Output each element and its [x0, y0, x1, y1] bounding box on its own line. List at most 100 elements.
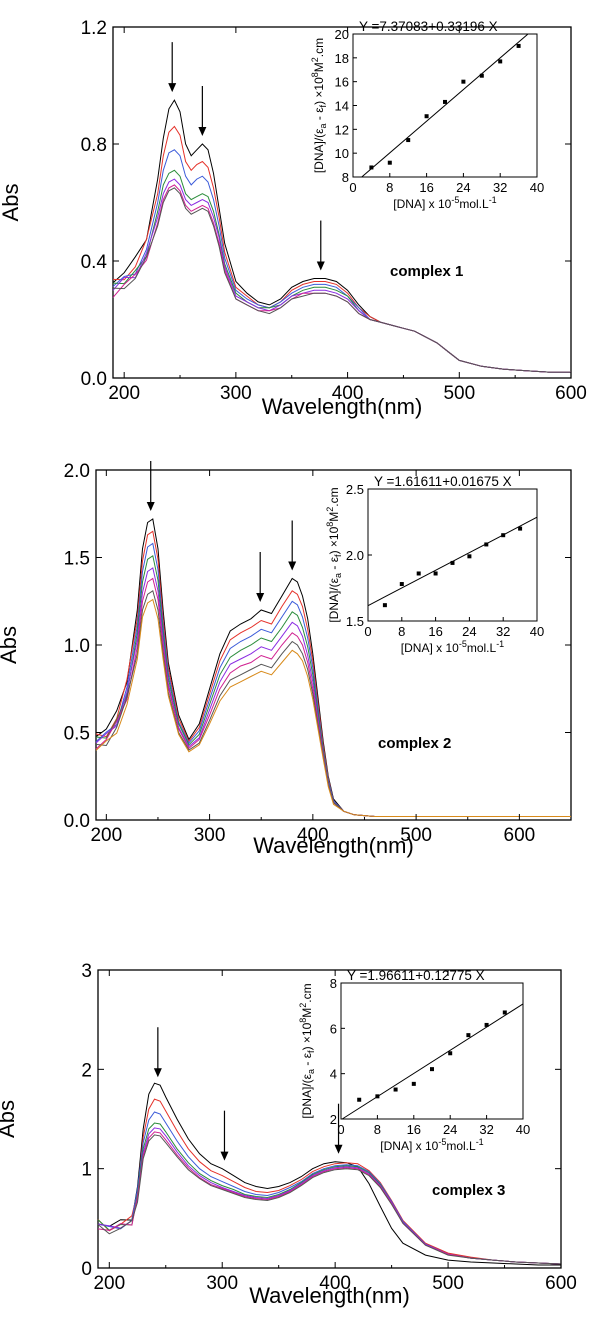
inset-x-tick-label: 8	[398, 624, 405, 639]
series-line-8	[95, 598, 571, 817]
inset-x-title-tail: mol.L	[459, 197, 489, 211]
inset-x-tick-label: 0	[349, 180, 356, 195]
inset-y-axis-title: [DNA]/(εa - εf) ×108M2.cm	[325, 487, 343, 622]
data-point	[461, 79, 466, 84]
inset-x-title-sup2: -1	[476, 1137, 484, 1147]
data-point	[406, 138, 411, 143]
fit-line	[361, 33, 529, 178]
inset-y-title-e: .cm	[327, 487, 341, 506]
data-point	[411, 1081, 416, 1086]
plot-frame	[97, 969, 562, 1269]
x-tick-label: 300	[194, 825, 226, 846]
plot-frame	[112, 26, 572, 379]
inset-y-tick-label: 6	[330, 1021, 337, 1036]
inset-x-tick-label: 32	[479, 1122, 493, 1137]
fit-equation: Y =1.61611+0.01675 X	[374, 474, 512, 489]
inset-x-tick-label: 16	[407, 1122, 421, 1137]
x-tick-label: 600	[555, 383, 587, 404]
inset-x-title-main: [DNA] x 10	[393, 197, 451, 211]
inset-y-title-sub2: f	[333, 554, 343, 557]
data-point	[443, 99, 447, 104]
data-point	[516, 43, 521, 48]
x-tick-label: 500	[443, 383, 475, 404]
arrow-head	[316, 261, 325, 271]
inset-x-axis-title: [DNA] x 10-5mol.L-1	[380, 1137, 483, 1153]
inset-y-title-sup2: 2	[310, 57, 320, 62]
inset-y-tick-label: 10	[335, 146, 349, 161]
inset-y-title-b: - ε	[312, 107, 326, 124]
inset-x-tick-label: 32	[496, 624, 510, 639]
x-axis-title: Wavelength(nm)	[262, 394, 423, 419]
inset-y-tick-label: 8	[330, 976, 337, 991]
series-line-5	[97, 1127, 562, 1265]
x-tick-label: 500	[432, 1273, 464, 1294]
data-point	[382, 603, 387, 608]
inset-y-title-b: - ε	[327, 556, 341, 573]
inset-y-title-c: ) ×10	[312, 77, 326, 105]
fit-equation: Y =7.37083+0.33196 X	[359, 19, 498, 34]
chart-panel-3: 200 300 400 500 6000123Wavelength(nm)Abscomp…	[0, 961, 577, 1308]
y-tick-label: 1.5	[64, 549, 90, 570]
inset-y-title-d: M	[327, 512, 341, 522]
complex-annotation: complex 3	[432, 1182, 505, 1199]
x-tick-label: 500	[400, 825, 432, 846]
y-tick-label: 1.0	[64, 636, 90, 657]
y-tick-label: 0.0	[81, 369, 107, 390]
inset-frame	[340, 982, 524, 1120]
inset-y-tick-label: 14	[335, 99, 349, 114]
x-tick-label: 200	[93, 1273, 125, 1294]
y-axis-title: Abs	[0, 1100, 19, 1138]
inset-y-title-b: - ε	[300, 1052, 314, 1069]
inset-y-title-d: M	[300, 1008, 314, 1018]
inset-x-title-sup2: -1	[489, 195, 497, 205]
arrow-head	[146, 502, 155, 511]
inset-y-tick-label: 16	[335, 75, 349, 90]
data-point	[479, 73, 484, 78]
y-axis-title: Abs	[0, 184, 23, 222]
x-tick-label: 200	[90, 825, 122, 846]
inset-y-title-a: [DNA]/(ε	[327, 577, 341, 622]
x-axis-title: Wavelength(nm)	[253, 833, 414, 858]
x-tick-label: 200	[108, 383, 140, 404]
inset-y-tick-label: 2	[330, 1112, 337, 1127]
inset-frame	[367, 488, 538, 622]
series-line-2	[97, 1098, 562, 1265]
inset-x-tick-label: 16	[419, 180, 433, 195]
inset-y-title-e: .cm	[312, 38, 326, 57]
y-tick-label: 1	[81, 1160, 92, 1181]
inset-x-tick-label: 24	[462, 624, 476, 639]
arrow-head	[198, 127, 207, 136]
data-point	[501, 533, 506, 538]
inset-x-tick-label: 0	[337, 1122, 344, 1137]
inset-y-tick-label: 2.0	[346, 548, 364, 563]
y-tick-label: 2.0	[64, 461, 90, 482]
inset-y-title-sup1: 8	[310, 72, 320, 77]
data-point	[357, 1097, 362, 1102]
inset-y-title-d: M	[312, 62, 326, 72]
arrow-head	[334, 1144, 343, 1154]
y-tick-label: 0.8	[81, 135, 107, 156]
inset-y-title-a: [DNA]/(ε	[300, 1073, 314, 1118]
inset-x-title-main: [DNA] x 10	[401, 641, 459, 655]
series-line-5	[112, 178, 571, 373]
series-line-4	[112, 169, 571, 373]
inset-y-tick-label: 1.5	[346, 614, 364, 629]
data-point	[450, 560, 455, 565]
inset-x-tick-label: 8	[386, 180, 393, 195]
inset-x-tick-label: 0	[364, 624, 371, 639]
series-line-1	[97, 1082, 561, 1266]
arrow-head	[168, 83, 177, 93]
inset-y-title-sub1: a	[306, 1069, 316, 1074]
inset-x-axis-title: [DNA] x 10-5mol.L-1	[401, 639, 504, 655]
arrow-head	[256, 593, 265, 602]
data-point	[498, 59, 503, 64]
data-point	[387, 160, 392, 165]
y-tick-label: 0.0	[64, 811, 90, 832]
arrow-head	[220, 1151, 229, 1161]
chart-panel-2: 200 300 400 500 6000.00.51.01.52.0Wavelength…	[0, 461, 572, 858]
data-point	[484, 542, 489, 547]
inset-x-tick-label: 40	[530, 624, 544, 639]
inset-y-title-sub1: a	[318, 123, 328, 128]
